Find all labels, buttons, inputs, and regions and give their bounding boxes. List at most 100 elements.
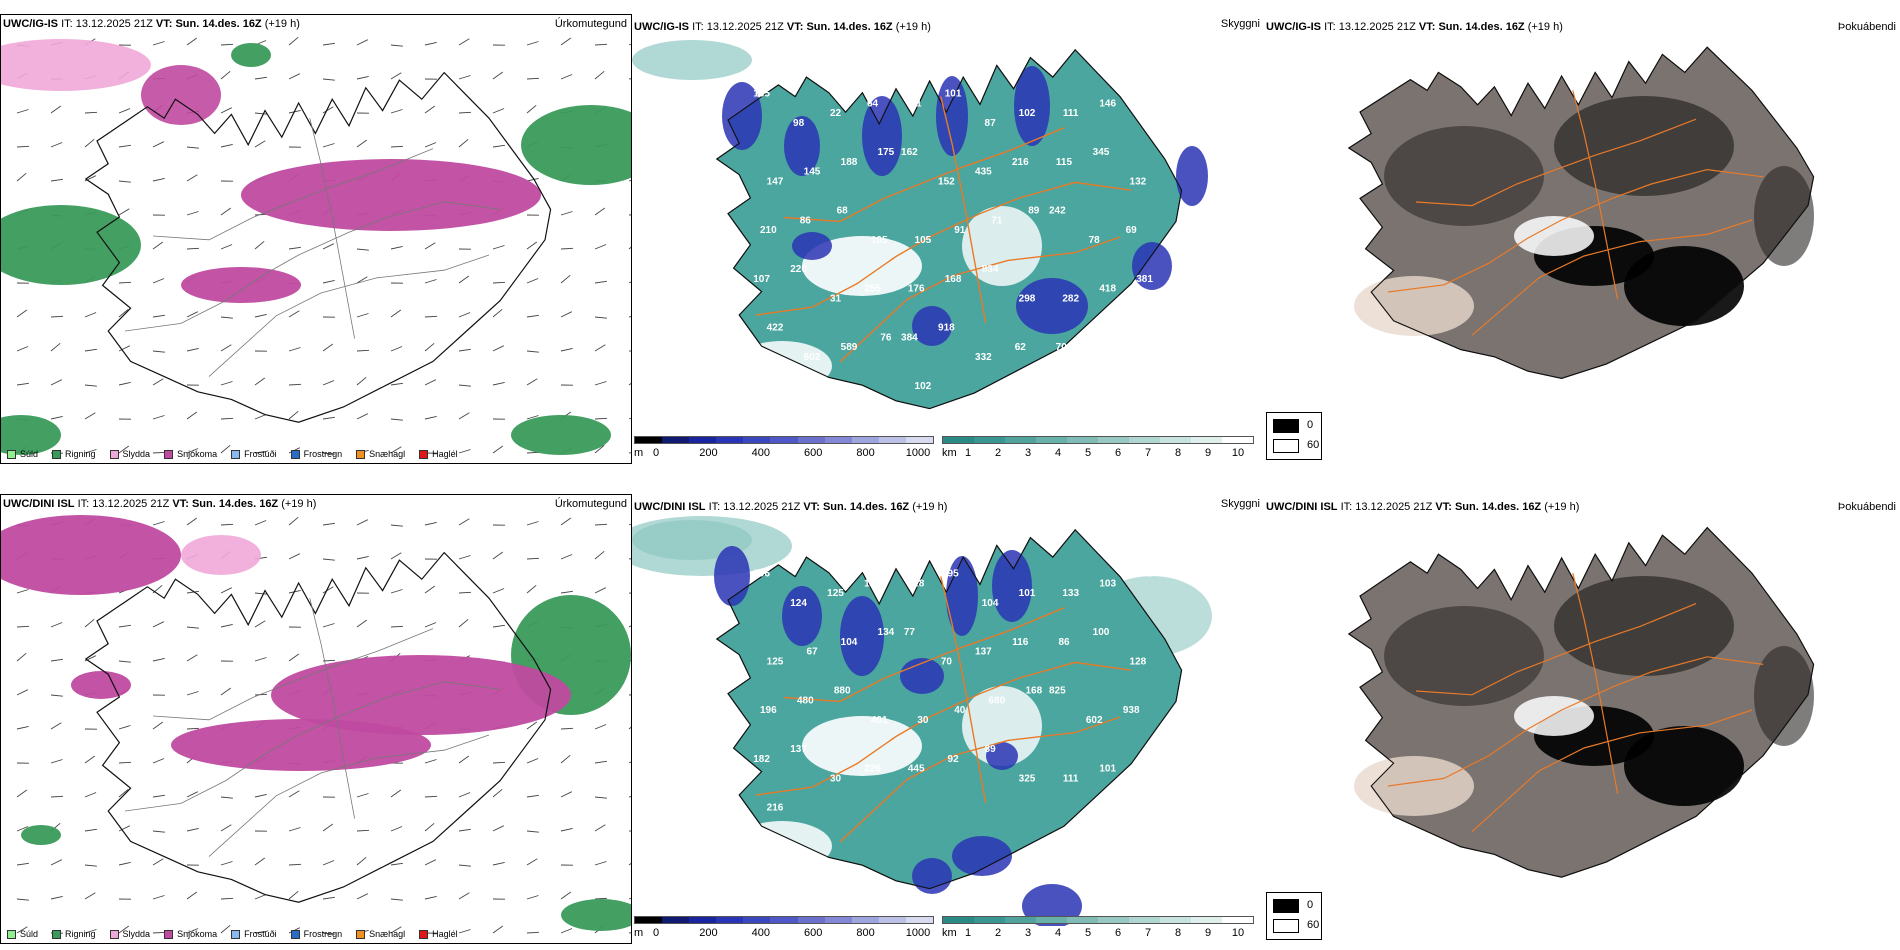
wind-barb: [118, 660, 131, 663]
wind-barb: [186, 626, 199, 629]
panel-title: Úrkomutegund: [554, 18, 627, 30]
road-line: [152, 628, 434, 721]
wind-barb: [424, 859, 436, 866]
colorbar-unit: km: [942, 447, 957, 459]
snow-depth-label: 30: [830, 773, 842, 784]
lead-time: (+19 h): [1544, 501, 1580, 513]
legend-swatch: [419, 449, 429, 459]
valid-time: Sun. 14.des. 16Z: [175, 18, 262, 30]
visibility-panel-top: UWC/IG-IS IT: 13.12.2025 21Z VT: Sun. 14…: [632, 14, 1264, 464]
colorbar-bin: [851, 437, 879, 443]
fog-panel-top: UWC/IG-IS IT: 13.12.2025 21Z VT: Sun. 14…: [1264, 14, 1900, 464]
wind-barb: [288, 653, 300, 662]
colorbar-bin: [878, 437, 906, 443]
field-patch: [1022, 884, 1082, 926]
coastline: [84, 71, 552, 423]
wind-barb: [492, 551, 504, 560]
wind-barb: [288, 890, 299, 900]
colorbar-tick: 10: [1231, 447, 1245, 459]
wind-barb: [254, 240, 265, 250]
field-patch: [1016, 278, 1088, 334]
wind-barb: [390, 589, 403, 594]
legend-item: Haglél: [419, 929, 458, 939]
wind-barb: [424, 521, 437, 526]
coastline: [715, 48, 1183, 410]
wind-barb: [220, 143, 233, 148]
wind-barb: [424, 759, 437, 764]
colorbar-bin: [1098, 917, 1129, 923]
snow-depth-label: 188: [841, 157, 858, 168]
snow-depth-label: 226: [864, 764, 881, 775]
wind-barb: [594, 550, 605, 560]
wind-barb: [84, 412, 96, 420]
wind-barb: [254, 793, 267, 798]
wind-barb: [84, 755, 96, 764]
colorbar-tick: 9: [1204, 447, 1212, 459]
wind-barb: [16, 172, 27, 182]
field-patch: [1176, 146, 1208, 206]
wind-barb: [526, 77, 540, 80]
snow-depth-label: 104: [982, 598, 999, 609]
wind-barb: [390, 446, 402, 454]
colorbar-tick: 7: [1144, 447, 1152, 459]
legend-item: Rigning: [52, 929, 96, 939]
init-time: 13.12.2025 21Z: [723, 501, 801, 513]
snow-depth-label: 152: [938, 176, 955, 187]
snow-depth-label: 325: [1019, 773, 1036, 784]
colorbar-unit: m: [634, 927, 644, 939]
wind-barb: [50, 759, 63, 764]
wind-barb: [594, 280, 607, 284]
wind-barb: [84, 892, 96, 900]
wind-barb: [356, 893, 368, 900]
wind-barb: [458, 75, 471, 80]
wind-barb: [186, 727, 200, 730]
wind-barb: [16, 309, 28, 318]
init-time: 13.12.2025 21Z: [92, 498, 170, 510]
snow-depth-label: 168: [945, 274, 962, 285]
colorbar-bin: [743, 917, 771, 923]
wind-barb: [50, 415, 63, 420]
field-patch: [862, 96, 902, 176]
wind-barb: [118, 281, 132, 284]
wind-barb: [458, 412, 470, 420]
wind-barb: [152, 314, 165, 318]
wind-barb: [254, 620, 266, 628]
wind-barb: [526, 241, 538, 250]
wind-barb: [424, 795, 438, 798]
wind-barb: [492, 71, 504, 80]
wind-barb: [424, 822, 435, 832]
colorbar-tick: 8: [1174, 447, 1182, 459]
wind-barb: [84, 792, 97, 798]
road-line: [940, 576, 987, 803]
colorbar-strip: [942, 916, 1254, 924]
wind-barb: [288, 310, 300, 318]
wind-barb: [152, 415, 165, 420]
legend-swatch: [290, 449, 300, 459]
field-patch: [1554, 576, 1734, 676]
wind-barb: [254, 857, 266, 866]
wind-barb: [186, 411, 198, 420]
fog-legend-label: 0: [1307, 899, 1314, 911]
wind-barb: [390, 826, 403, 832]
field-patch: [802, 716, 922, 776]
wind-barb: [560, 754, 571, 764]
snow-depth-label: 62: [1015, 342, 1027, 353]
wind-barb: [390, 789, 402, 798]
wind-barb: [50, 178, 63, 182]
lead-time: (+19 h): [895, 21, 931, 33]
wind-barb: [356, 276, 368, 284]
wind-barb: [322, 416, 335, 420]
wind-barb: [288, 246, 301, 250]
coastline: [84, 551, 552, 903]
wind-barb: [526, 521, 539, 526]
wind-barb: [220, 70, 231, 80]
legend-label: Frostregn: [303, 929, 343, 939]
field-patch: [21, 825, 61, 845]
wind-barb: [458, 312, 471, 318]
wind-barb: [628, 726, 631, 730]
wind-barb: [186, 891, 198, 900]
wind-barb: [16, 898, 29, 901]
wind-barb: [356, 139, 368, 148]
colorbar-tick: 5: [1084, 447, 1092, 459]
field-patch: [1014, 66, 1050, 146]
